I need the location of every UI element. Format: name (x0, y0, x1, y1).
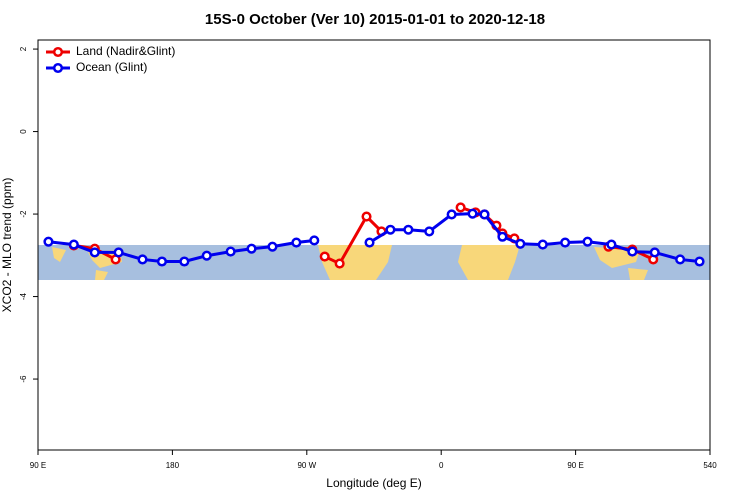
x-tick-label: 90 W (297, 461, 316, 470)
point (537, 239, 548, 250)
land-shape (458, 245, 520, 280)
point (267, 241, 278, 252)
chart-title: 15S-0 October (Ver 10) 2015-01-01 to 202… (205, 11, 545, 28)
y-tick-label: -4 (19, 292, 28, 300)
point (479, 209, 490, 220)
point (515, 238, 526, 249)
point (43, 236, 54, 247)
y-tick-label: 0 (19, 129, 28, 134)
point (201, 250, 212, 261)
legend-marker (52, 62, 64, 74)
point (113, 247, 124, 258)
land-shape (318, 245, 392, 280)
x-tick-label: 540 (703, 461, 717, 470)
point (467, 208, 478, 219)
point (364, 237, 375, 248)
legend-label: Ocean (Glint) (76, 60, 147, 74)
point (582, 236, 593, 247)
point (385, 224, 396, 235)
point (179, 256, 190, 267)
plot-frame (37, 39, 711, 451)
point (137, 254, 148, 265)
y-axis-label: XCO2 - MLO trend (ppm) (0, 178, 14, 313)
point (291, 237, 302, 248)
legend-label: Land (Nadir&Glint) (76, 44, 175, 58)
point (334, 258, 345, 269)
x-tick-label: 0 (439, 461, 444, 470)
point (455, 202, 466, 213)
point (319, 251, 330, 262)
point (309, 235, 320, 246)
point (403, 224, 414, 235)
point (424, 226, 435, 237)
x-tick-label: 90 E (30, 461, 46, 470)
point (156, 256, 167, 267)
x-tick-label: 90 E (567, 461, 583, 470)
point (606, 239, 617, 250)
point (627, 246, 638, 257)
y-tick-label: -6 (19, 375, 28, 383)
point (694, 256, 705, 267)
point (675, 254, 686, 265)
y-tick-label: -2 (19, 210, 28, 218)
x-tick-label: 180 (166, 461, 180, 470)
point (68, 239, 79, 250)
point (361, 211, 372, 222)
point (225, 246, 236, 257)
legend-marker (52, 46, 64, 58)
point (446, 209, 457, 220)
point (649, 247, 660, 258)
point (497, 231, 508, 242)
point (560, 237, 571, 248)
point (246, 243, 257, 254)
y-tick-label: 2 (19, 46, 28, 51)
map-band (38, 245, 710, 280)
point (89, 247, 100, 258)
x-axis-label: Longitude (deg E) (326, 476, 421, 490)
